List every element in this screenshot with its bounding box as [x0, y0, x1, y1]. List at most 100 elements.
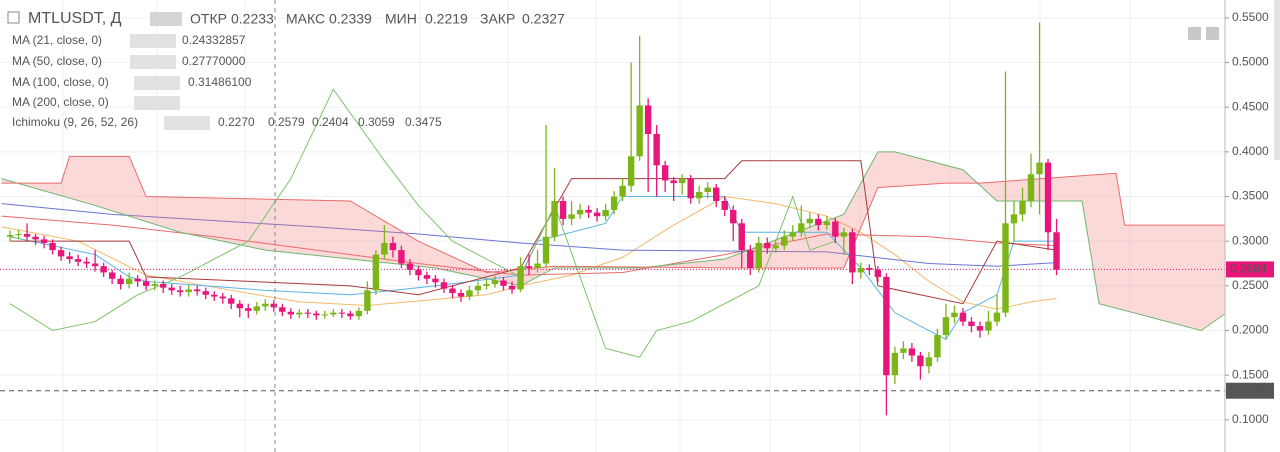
candle-body	[764, 242, 771, 249]
y-tick-label: 0.3500	[1232, 189, 1269, 203]
indicator-line	[1, 196, 1057, 310]
candle-body	[500, 280, 507, 286]
candle-body	[866, 267, 873, 270]
candle-body	[423, 275, 431, 279]
y-tick-label: 0.5500	[1232, 10, 1269, 24]
toolbar-icons[interactable]	[1188, 27, 1219, 40]
indicator-value: 0.2270	[218, 115, 255, 129]
candle-body	[432, 278, 439, 283]
candle-body	[1036, 162, 1043, 175]
candle-body	[330, 312, 337, 315]
candle-body	[695, 192, 703, 199]
y-tick-label: 0.2000	[1232, 323, 1269, 337]
candle-body	[934, 334, 941, 358]
candle-body	[15, 234, 22, 236]
ohlc-value: 0.2219	[425, 11, 468, 27]
y-tick-label: 0.4000	[1232, 144, 1269, 158]
ohlc-name: ЗАКР	[480, 11, 515, 27]
candle-body	[823, 221, 831, 226]
candle-body	[245, 308, 252, 311]
candle-body	[168, 287, 175, 291]
ohlc-value: 0.2339	[329, 11, 372, 27]
candle-body	[781, 236, 788, 246]
price-label: 0.1326	[1230, 383, 1267, 397]
candle-body	[23, 234, 31, 237]
candle-body	[721, 200, 728, 210]
candle-body	[738, 223, 745, 251]
candle-body	[857, 267, 865, 273]
candle-body	[457, 292, 465, 297]
candle-body	[279, 307, 286, 312]
candle-body	[57, 250, 65, 257]
legend: MTLUSDT, Д ОТКР 0.2233 МАКС 0.2339 МИН 0.2219 З…	[7, 10, 565, 130]
candle-body	[100, 266, 107, 273]
ohlc-name: МАКС	[286, 11, 325, 27]
indicator-controls[interactable]	[164, 116, 210, 130]
candle-body	[440, 282, 448, 289]
candle-body	[661, 165, 669, 181]
candle-body	[287, 311, 295, 315]
ohlc-name: МИН	[385, 11, 417, 27]
candle-body	[381, 242, 388, 255]
candle-body	[917, 355, 924, 367]
candle-body	[678, 178, 686, 184]
candle-body	[211, 294, 218, 297]
candle-body	[313, 313, 320, 316]
candle-body	[942, 317, 950, 335]
indicator-controls[interactable]	[134, 76, 180, 90]
price-label-box	[1226, 382, 1274, 399]
candle-body	[304, 312, 312, 314]
candle-body	[151, 284, 158, 286]
collapse-button	[7, 11, 20, 24]
candle-body	[219, 296, 226, 299]
candle-body	[968, 321, 975, 327]
candle-body	[874, 269, 882, 277]
candle-body	[798, 223, 805, 233]
indicator-controls[interactable]	[134, 96, 180, 110]
indicator-value: 0.2579	[268, 115, 305, 129]
indicator-controls[interactable]	[130, 55, 176, 69]
candle-body	[1044, 162, 1052, 233]
span-b-line	[1, 155, 1227, 273]
candle-body	[83, 261, 90, 264]
scrollbar[interactable]	[1274, 0, 1280, 160]
candle-body	[730, 209, 737, 224]
candle-body	[985, 321, 992, 331]
candle-body	[415, 269, 422, 276]
plot	[0, 17, 1227, 421]
price-label-box	[1226, 261, 1274, 278]
candle-body	[483, 284, 490, 286]
candle-body	[296, 312, 303, 315]
candle-body	[1027, 174, 1035, 201]
candle-body	[449, 288, 456, 293]
ohlc-value: 0.2327	[522, 11, 565, 27]
indicator-line	[1, 203, 1057, 267]
candle-body	[177, 290, 184, 293]
candle-body	[636, 105, 643, 157]
candle-body	[253, 306, 260, 311]
candle-body	[840, 232, 848, 237]
candle-body	[951, 312, 958, 318]
candle-body	[228, 298, 235, 304]
candle-body	[1053, 232, 1060, 270]
candle-body	[576, 209, 584, 215]
candle-body	[134, 278, 141, 282]
candle-body	[159, 284, 167, 288]
ohlc-value: 0.2233	[231, 11, 274, 27]
candle-body	[347, 313, 354, 317]
candle-body	[125, 278, 133, 285]
candle-body	[398, 250, 405, 264]
candle-body	[517, 266, 524, 290]
candle-body	[1002, 223, 1009, 313]
candle-body	[6, 234, 14, 237]
candle-body	[142, 281, 150, 286]
candle-body	[91, 263, 99, 267]
ohlc-name: ОТКР	[190, 11, 227, 27]
indicator-controls[interactable]	[130, 34, 176, 48]
time-grid	[62, 0, 1131, 452]
candle-body	[406, 263, 414, 270]
candle-body	[559, 200, 567, 219]
candle-body	[1019, 200, 1026, 215]
